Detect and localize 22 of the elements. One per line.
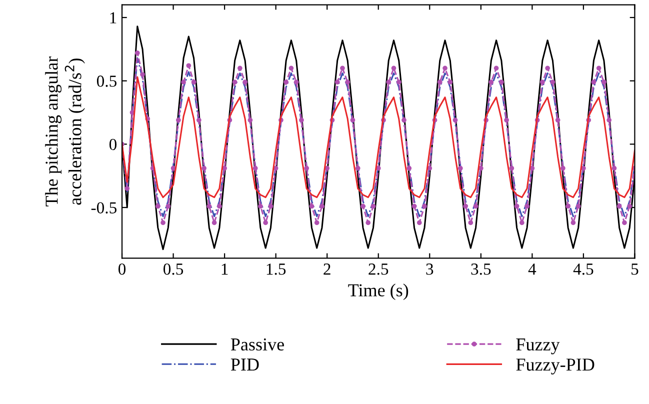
y-tick-label: -0.5 [91, 202, 116, 214]
legend-label: Fuzzy [516, 338, 560, 354]
x-tick-label: 2 [324, 264, 330, 275]
legend-label: Fuzzy-PID [516, 358, 594, 374]
x-tick-label: 5 [632, 264, 638, 275]
y-tick-label: 0 [109, 138, 117, 150]
y-tick-label: 1 [110, 12, 116, 24]
x-tick-label: 2.5 [368, 264, 388, 275]
legend-label: Passive [230, 338, 284, 351]
legend-label: PID [230, 358, 259, 371]
x-tick-label: 3.5 [471, 264, 491, 275]
x-axis-title: Time (s) [348, 284, 408, 300]
x-tick-label: 1.5 [266, 264, 286, 275]
x-tick-label: 0.5 [164, 264, 184, 275]
x-tick-label: 4.5 [573, 264, 594, 275]
line-series [122, 76, 635, 198]
x-tick-label: 1 [222, 264, 228, 275]
y-tick-label: 0.5 [96, 76, 116, 87]
x-tick-label: 3 [426, 264, 434, 275]
x-tick-label: 4 [528, 264, 536, 275]
x-tick-label: 0 [118, 264, 126, 275]
y-axis-title: The pitching angular acceleration (rad/s$^{2}$) [45, 56, 85, 206]
